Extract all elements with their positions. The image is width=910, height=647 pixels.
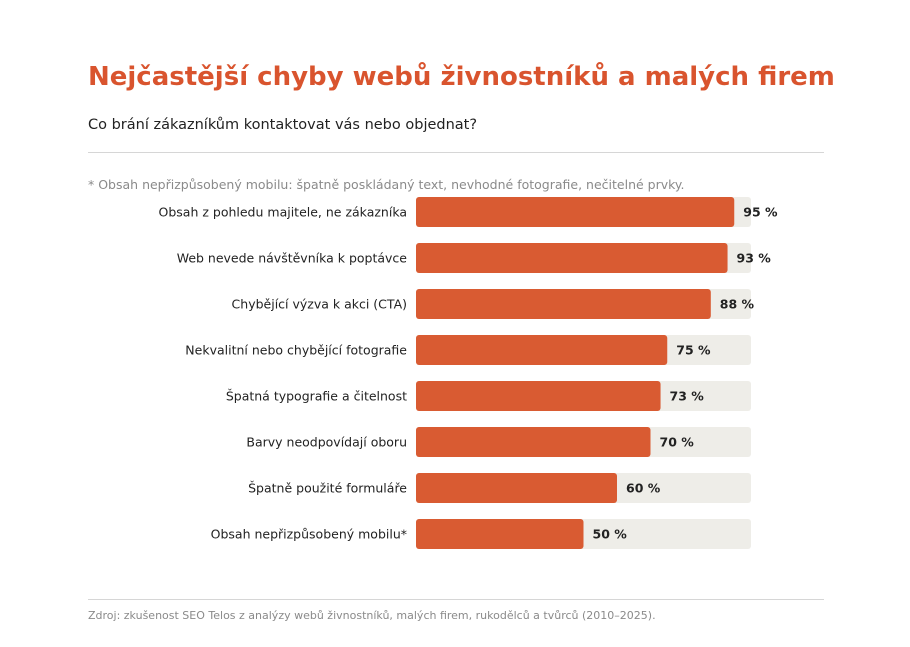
bar: [416, 473, 617, 503]
category-label: Web nevede návštěvníka k poptávce: [177, 251, 408, 266]
value-label: 88 %: [720, 297, 755, 312]
chart-title: Nejčastější chyby webů živnostníků a mal…: [88, 62, 835, 92]
value-label: 93 %: [737, 251, 772, 266]
chart-footnote: * Obsah nepřizpůsobený mobilu: špatně po…: [88, 177, 685, 192]
source-note: Zdroj: zkušenost SEO Telos z analýzy web…: [88, 609, 656, 622]
category-label: Obsah z pohledu majitele, ne zákazníka: [159, 205, 407, 220]
bottom-divider: [88, 599, 824, 600]
value-label: 60 %: [626, 481, 661, 496]
value-label: 95 %: [743, 205, 778, 220]
category-label: Špatně použité formuláře: [248, 481, 407, 496]
chart-subtitle: Co brání zákazníkům kontaktovat vás nebo…: [88, 117, 478, 133]
category-label: Obsah nepřizpůsobený mobilu*: [211, 527, 407, 542]
value-label: 70 %: [660, 435, 695, 450]
bar: [416, 381, 661, 411]
category-label: Špatná typografie a čitelnost: [226, 389, 407, 404]
bar: [416, 289, 711, 319]
bar: [416, 243, 728, 273]
bar: [416, 335, 668, 365]
category-label: Barvy neodpovídají oboru: [246, 435, 407, 450]
bar: [416, 197, 735, 227]
value-label: 75 %: [676, 343, 711, 358]
category-label: Nekvalitní nebo chybějící fotografie: [185, 343, 407, 358]
category-label: Chybějící výzva k akci (CTA): [232, 297, 407, 312]
bar: [416, 427, 651, 457]
value-label: 73 %: [670, 389, 705, 404]
bar: [416, 519, 584, 549]
value-label: 50 %: [593, 527, 628, 542]
top-divider: [88, 152, 824, 153]
